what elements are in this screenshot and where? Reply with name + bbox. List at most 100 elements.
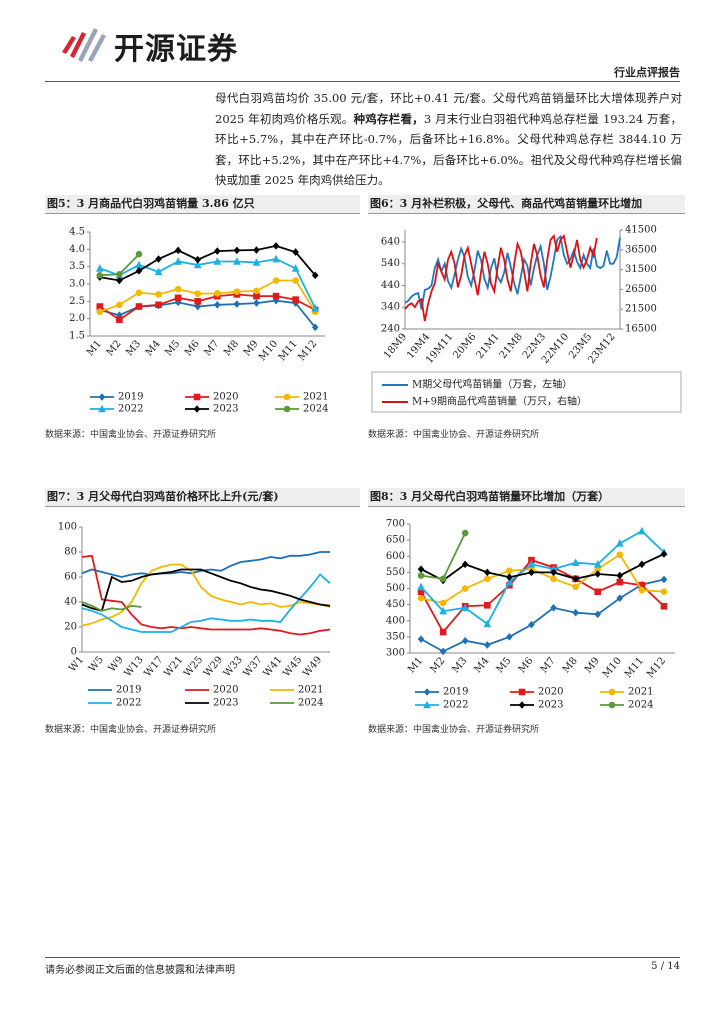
- legend-label: 2019: [116, 685, 141, 696]
- page-number: 5 / 14: [651, 961, 680, 972]
- y-tick-label: 26500: [625, 284, 657, 295]
- marker: [135, 260, 143, 269]
- marker: [594, 570, 602, 578]
- x-tick-label: W33: [222, 654, 245, 679]
- text: 母代白羽鸡苗均价 35.00 元/套，环比+0.41 元/套。父母代鸡苗销量环比…: [215, 91, 682, 126]
- x-tick-label: W21: [162, 654, 185, 679]
- chart-title: 图7：3 月父母代白羽鸡苗价格环比上升(元/套): [45, 488, 360, 507]
- chart-source: 数据来源：中国禽业协会、开源证券研究所: [45, 725, 217, 735]
- marker: [660, 550, 668, 558]
- y-tick-label: 36500: [625, 244, 657, 255]
- header-rule: [45, 81, 680, 82]
- y-tick-label: 41500: [625, 225, 657, 236]
- marker: [96, 308, 104, 316]
- x-tick-label: W5: [87, 654, 106, 674]
- marker: [550, 568, 557, 577]
- marker: [98, 393, 106, 401]
- marker: [116, 316, 123, 324]
- x-tick-label: 21M8: [498, 331, 525, 361]
- x-tick-label: M3: [450, 655, 469, 675]
- series-line: [404, 233, 598, 322]
- marker: [594, 588, 602, 596]
- chart-source: 数据来源：中国禽业协会、开源证券研究所: [368, 430, 540, 440]
- x-tick-label: M7: [202, 338, 221, 358]
- marker: [135, 289, 143, 296]
- y-tick-label: 400: [386, 615, 405, 626]
- marker: [660, 575, 668, 584]
- x-tick-label: M9: [583, 655, 602, 675]
- marker: [439, 606, 447, 615]
- marker: [155, 291, 162, 298]
- y-tick-label: 2.5: [69, 296, 85, 307]
- marker: [233, 257, 241, 265]
- marker: [571, 558, 580, 566]
- y-tick-label: 3.0: [69, 279, 85, 290]
- series-line: [81, 573, 331, 633]
- marker: [213, 247, 221, 255]
- marker: [550, 575, 557, 583]
- marker: [638, 581, 646, 589]
- marker: [135, 250, 143, 258]
- marker: [194, 298, 202, 305]
- marker: [272, 296, 280, 305]
- marker: [272, 242, 280, 250]
- legend-label: 2020: [213, 392, 238, 403]
- bold-text: 种鸡存栏看，: [353, 111, 424, 126]
- marker: [505, 577, 514, 586]
- legend-label: 2020: [213, 685, 238, 696]
- series-line: [420, 553, 665, 582]
- marker: [96, 272, 104, 279]
- marker: [660, 602, 668, 610]
- x-tick-label: M6: [517, 655, 536, 675]
- y-tick-label: 80: [64, 547, 77, 558]
- marker: [116, 301, 123, 309]
- x-tick-label: M8: [561, 655, 580, 675]
- marker: [506, 633, 513, 641]
- marker: [213, 257, 222, 265]
- marker: [233, 288, 241, 295]
- x-tick-label: M12: [645, 655, 668, 680]
- series-line: [99, 244, 316, 282]
- series-line: [99, 293, 316, 321]
- text: 3 月末行业白羽祖代种鸡总存栏量 193.24 万套，环比+5.7%，其中在产环…: [215, 111, 682, 188]
- marker: [518, 701, 526, 709]
- marker: [253, 287, 260, 295]
- marker: [572, 608, 579, 617]
- marker: [98, 404, 106, 413]
- marker: [608, 701, 616, 709]
- marker: [615, 539, 624, 547]
- legend-label: 2021: [298, 685, 323, 696]
- series-line: [81, 563, 331, 627]
- chart-title: 图8：3 月父母代白羽鸡苗销量环比增加（万套）: [368, 488, 685, 507]
- x-tick-label: M10: [257, 338, 280, 363]
- series-line: [99, 279, 316, 313]
- x-tick-label: M5: [494, 655, 513, 675]
- disclaimer: 请务必参阅正文后面的信息披露和法律声明: [45, 965, 235, 976]
- marker: [283, 405, 291, 413]
- legend-label: 2022: [443, 700, 468, 711]
- chart-source: 数据来源：中国禽业协会、开源证券研究所: [45, 430, 217, 440]
- series-line: [99, 299, 316, 328]
- y-tick-label: 600: [386, 551, 405, 562]
- marker: [528, 620, 535, 629]
- chart: 240 340 440 540 640 16500 21500 26500 31500 36500…: [371, 225, 682, 413]
- x-tick-label: M2: [428, 655, 447, 675]
- marker: [461, 603, 470, 612]
- y-tick-label: 540: [381, 258, 400, 269]
- legend-label: 2024: [298, 698, 323, 709]
- marker: [253, 246, 260, 254]
- marker: [616, 551, 624, 558]
- y-tick-label: 60: [64, 572, 77, 583]
- legend-label: 2019: [443, 687, 468, 698]
- series-line: [420, 529, 665, 626]
- marker: [253, 292, 260, 300]
- x-tick-label: W29: [202, 654, 225, 679]
- marker: [439, 647, 447, 656]
- y-tick-label: 240: [381, 324, 400, 335]
- legend-label: 2023: [213, 698, 238, 709]
- y-tick-label: 340: [381, 302, 400, 313]
- marker: [483, 601, 491, 609]
- x-tick-label: M3: [124, 338, 143, 358]
